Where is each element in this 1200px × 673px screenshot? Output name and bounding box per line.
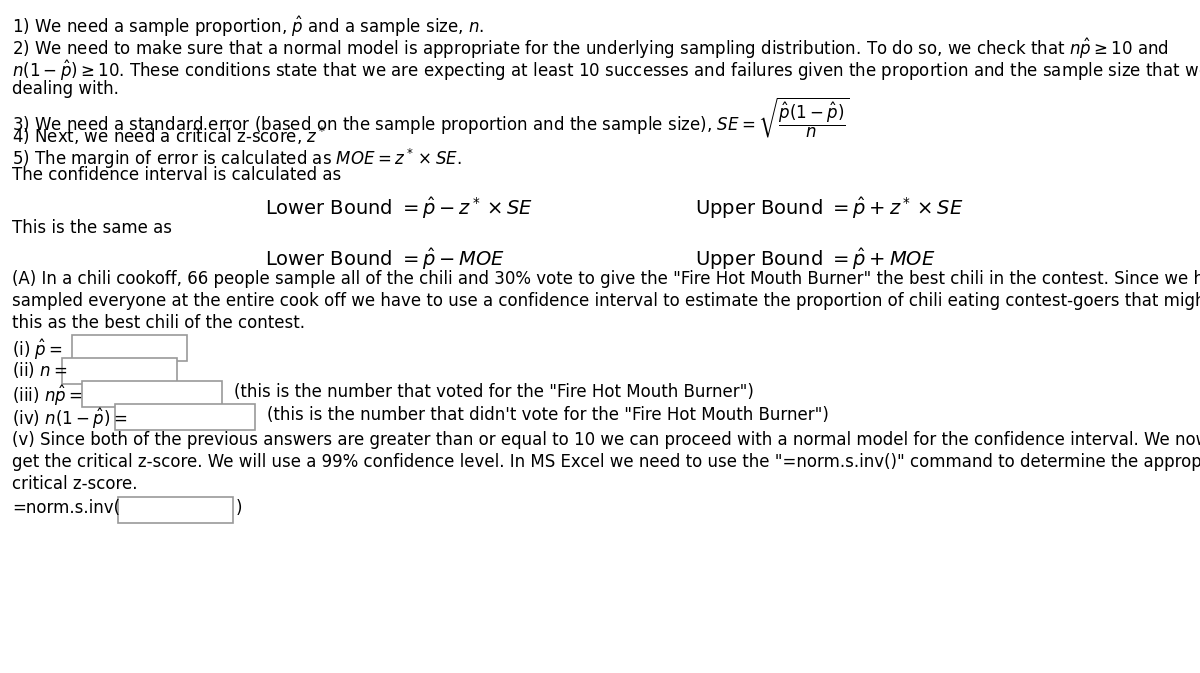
Text: 4) Next, we need a critical z-score, $z^*$: 4) Next, we need a critical z-score, $z^… (12, 125, 326, 147)
Text: (A) In a chili cookoff, 66 people sample all of the chili and 30% vote to give t: (A) In a chili cookoff, 66 people sample… (12, 270, 1200, 288)
Text: ): ) (236, 499, 242, 517)
Text: The confidence interval is calculated as: The confidence interval is calculated as (12, 166, 341, 184)
Text: (iii) $n\hat{p} =$: (iii) $n\hat{p} =$ (12, 384, 83, 408)
Text: 3) We need a standard error (based on the sample proportion and the sample size): 3) We need a standard error (based on th… (12, 96, 850, 140)
Text: this as the best chili of the contest.: this as the best chili of the contest. (12, 314, 305, 332)
Text: (i) $\hat{p} =$: (i) $\hat{p} =$ (12, 337, 62, 361)
FancyBboxPatch shape (118, 497, 233, 523)
Text: $n(1-\hat{p}) \geq 10$. These conditions state that we are expecting at least 10: $n(1-\hat{p}) \geq 10$. These conditions… (12, 58, 1200, 83)
Text: 5) The margin of error is calculated as $MOE = z^* \times SE$.: 5) The margin of error is calculated as … (12, 147, 462, 171)
Text: 2) We need to make sure that a normal model is appropriate for the underlying sa: 2) We need to make sure that a normal mo… (12, 36, 1169, 61)
Text: This is the same as: This is the same as (12, 219, 172, 238)
Text: (v) Since both of the previous answers are greater than or equal to 10 we can pr: (v) Since both of the previous answers a… (12, 431, 1200, 449)
Text: get the critical z-score. We will use a 99% confidence level. In MS Excel we nee: get the critical z-score. We will use a … (12, 453, 1200, 470)
FancyBboxPatch shape (72, 335, 187, 361)
Text: dealing with.: dealing with. (12, 80, 119, 98)
Text: critical z-score.: critical z-score. (12, 474, 138, 493)
FancyBboxPatch shape (115, 404, 256, 431)
Text: Upper Bound $= \hat{p} + z^* \times SE$: Upper Bound $= \hat{p} + z^* \times SE$ (695, 195, 964, 221)
FancyBboxPatch shape (62, 358, 178, 384)
Text: Lower Bound $= \hat{p} - MOE$: Lower Bound $= \hat{p} - MOE$ (265, 246, 505, 272)
Text: 1) We need a sample proportion, $\hat{p}$ and a sample size, $n$.: 1) We need a sample proportion, $\hat{p}… (12, 14, 485, 38)
Text: sampled everyone at the entire cook off we have to use a confidence interval to : sampled everyone at the entire cook off … (12, 292, 1200, 310)
Text: (this is the number that didn't vote for the "Fire Hot Mouth Burner"): (this is the number that didn't vote for… (266, 406, 829, 425)
Text: (this is the number that voted for the "Fire Hot Mouth Burner"): (this is the number that voted for the "… (234, 384, 754, 401)
Text: =norm.s.inv(: =norm.s.inv( (12, 499, 120, 517)
Text: (iv) $n(1-\hat{p}) =$: (iv) $n(1-\hat{p}) =$ (12, 406, 127, 431)
FancyBboxPatch shape (82, 382, 222, 407)
Text: (ii) $n =$: (ii) $n =$ (12, 360, 67, 380)
Text: Lower Bound $= \hat{p} - z^* \times SE$: Lower Bound $= \hat{p} - z^* \times SE$ (265, 195, 533, 221)
Text: Upper Bound $= \hat{p} + MOE$: Upper Bound $= \hat{p} + MOE$ (695, 246, 936, 272)
